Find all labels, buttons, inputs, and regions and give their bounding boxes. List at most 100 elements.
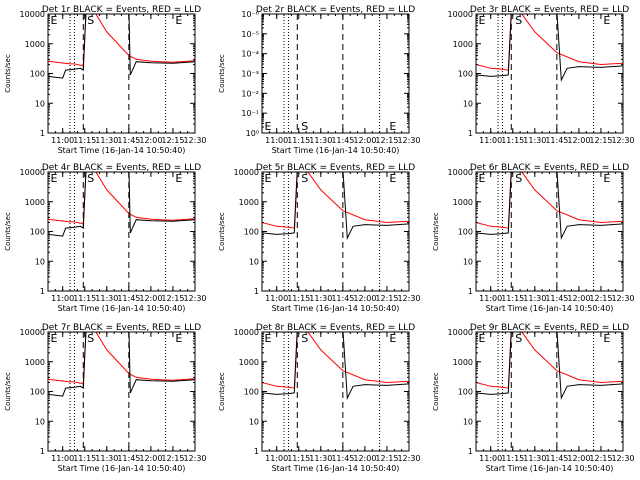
y-tick-label: 10 (463, 99, 473, 108)
panel-title: Det 7r BLACK = Events, RED = LLD (42, 323, 201, 333)
y-tick-label: 1 (468, 129, 473, 138)
y-tick-label: 10 (249, 417, 259, 426)
series-line-events (48, 14, 195, 79)
y-tick-label: 10000 (20, 328, 45, 337)
y-tick-label: 1000 (453, 358, 473, 367)
x-tick-label: 11:30 (523, 454, 546, 463)
y-tick-label: 10 (35, 257, 45, 266)
axes-box (475, 13, 624, 134)
y-tick-label: 1 (254, 287, 259, 296)
y-tick-label: 1000 (25, 40, 45, 49)
x-tick-label: 12:00 (139, 136, 162, 145)
y-tick-label: 10⁰ (246, 129, 259, 138)
marker-s: S (301, 332, 308, 345)
axes-box (261, 13, 410, 134)
x-axis-label: Start Time (16-Jan-14 10:50:40) (272, 146, 400, 155)
x-tick-label: 11:00 (265, 454, 288, 463)
series-line-events (476, 14, 623, 83)
x-tick-label: 11:00 (265, 136, 288, 145)
panel-title: Det 1r BLACK = Events, RED = LLD (42, 5, 201, 15)
series-line-events (476, 332, 623, 401)
y-tick-label: 10000 (448, 10, 473, 19)
x-tick-label: 12:30 (183, 136, 206, 145)
x-tick-label: 12:30 (183, 454, 206, 463)
axes-box (261, 171, 410, 292)
y-tick-label: 10000 (234, 168, 259, 177)
marker-e: E (50, 172, 57, 185)
x-tick-label: 12:00 (567, 294, 590, 303)
series-line-lld (48, 172, 195, 224)
y-axis-label: Counts/sec (432, 372, 440, 411)
panel-title: Det 4r BLACK = Events, RED = LLD (42, 163, 201, 173)
x-tick-label: 11:15 (501, 294, 524, 303)
x-tick-label: 12:15 (589, 454, 612, 463)
panel-title: Det 3r BLACK = Events, RED = LLD (470, 5, 629, 15)
x-tick-label: 11:45 (545, 294, 568, 303)
y-tick-label: 1 (254, 447, 259, 456)
y-tick-label: 100 (458, 70, 473, 79)
y-tick-label: 10⁻⁴ (241, 50, 259, 59)
plot-area (476, 332, 623, 451)
x-tick-label: 12:30 (183, 294, 206, 303)
x-axis-label: Start Time (16-Jan-14 10:50:40) (58, 304, 186, 313)
marker-e: E (175, 14, 182, 27)
plot-area (476, 14, 623, 133)
x-axis-label: Start Time (16-Jan-14 10:50:40) (486, 464, 614, 473)
y-tick-label: 100 (244, 388, 259, 397)
x-tick-label: 12:00 (139, 454, 162, 463)
marker-s: S (301, 120, 308, 133)
plot-area (262, 332, 409, 451)
panel-title: Det 6r BLACK = Events, RED = LLD (470, 163, 629, 173)
marker-e: E (478, 172, 485, 185)
marker-s: S (87, 172, 94, 185)
y-tick-label: 10⁻⁶ (241, 10, 259, 19)
x-axis-label: Start Time (16-Jan-14 10:50:40) (272, 304, 400, 313)
y-tick-label: 1000 (453, 40, 473, 49)
y-tick-label: 100 (30, 70, 45, 79)
x-tick-label: 11:30 (95, 136, 118, 145)
axes-box (475, 171, 624, 292)
x-tick-label: 11:00 (51, 294, 74, 303)
x-tick-label: 11:45 (545, 136, 568, 145)
marker-e: E (50, 14, 57, 27)
y-tick-label: 10 (463, 417, 473, 426)
y-tick-label: 10 (249, 257, 259, 266)
series-line-events (476, 172, 623, 241)
axes-box (47, 171, 196, 292)
x-tick-label: 11:45 (331, 454, 354, 463)
x-tick-label: 12:15 (375, 294, 398, 303)
marker-s: S (515, 332, 522, 345)
series-line-lld (262, 332, 409, 389)
marker-e: E (478, 332, 485, 345)
x-tick-label: 11:30 (309, 454, 332, 463)
x-tick-label: 11:45 (545, 454, 568, 463)
axes-box (47, 13, 196, 134)
series-line-lld (476, 172, 623, 229)
y-tick-label: 100 (30, 228, 45, 237)
x-tick-label: 12:30 (611, 136, 634, 145)
x-axis-label: Start Time (16-Jan-14 10:50:40) (272, 464, 400, 473)
y-axis-label: Counts/sec (218, 212, 226, 251)
y-tick-label: 1 (40, 129, 45, 138)
x-tick-label: 11:30 (309, 294, 332, 303)
y-axis-label: Counts/sec (4, 54, 12, 93)
x-tick-label: 11:00 (51, 136, 74, 145)
y-tick-label: 1 (40, 447, 45, 456)
marker-e: E (50, 332, 57, 345)
y-tick-label: 100 (458, 388, 473, 397)
x-tick-label: 12:15 (375, 136, 398, 145)
x-tick-label: 11:00 (265, 294, 288, 303)
axes-box (475, 331, 624, 452)
plot-area (48, 332, 195, 451)
panel-title: Det 5r BLACK = Events, RED = LLD (256, 163, 415, 173)
panel-title: Det 9r BLACK = Events, RED = LLD (470, 323, 629, 333)
y-tick-label: 1000 (239, 198, 259, 207)
x-tick-label: 12:15 (589, 136, 612, 145)
marker-e: E (389, 120, 396, 133)
marker-s: S (87, 332, 94, 345)
y-tick-label: 10000 (20, 168, 45, 177)
